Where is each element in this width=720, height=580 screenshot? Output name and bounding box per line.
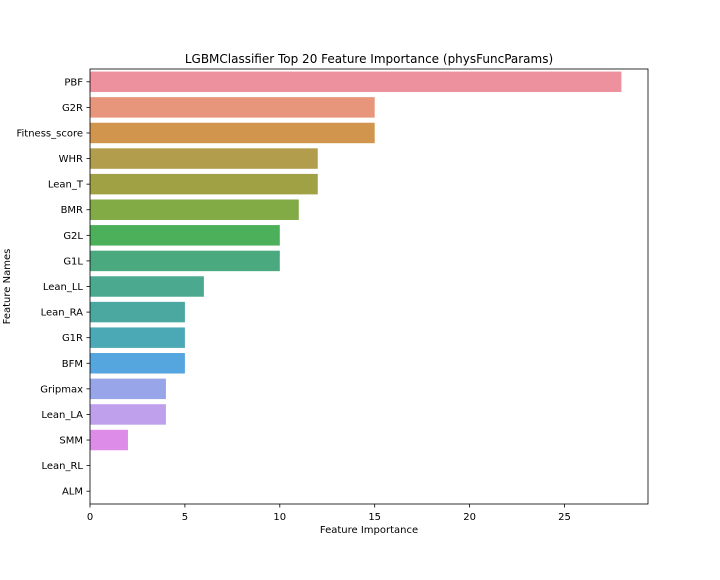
bar-WHR [90, 148, 318, 169]
y-tick-label: SMM [59, 436, 83, 447]
bar-BMR [90, 199, 299, 220]
x-tick-label: 25 [558, 512, 571, 523]
bar-Lean_LA [90, 404, 166, 425]
y-axis-label: Feature Names [2, 249, 13, 325]
y-tick-label: BMR [61, 205, 83, 216]
bar-SMM [90, 429, 128, 451]
axes-frame [89, 68, 649, 505]
y-tick-label: BFM [62, 359, 83, 370]
x-axis-label: Feature Importance [320, 525, 418, 536]
x-tick-label: 15 [368, 512, 381, 523]
y-tick-label: ALM [62, 487, 83, 498]
bar-Gripmax [90, 378, 166, 400]
bars-group [90, 71, 622, 451]
y-tick-label: G1R [62, 333, 83, 344]
y-tick-label: G1L [63, 256, 83, 267]
x-tick-label: 0 [87, 512, 93, 523]
x-tick-label: 10 [273, 512, 286, 523]
y-axis-ticks: PBF G2R Fitness_score WHR Lean_T BMR G2L G1L Lea… [16, 77, 90, 498]
y-tick-label: Lean_LL [43, 282, 84, 293]
bar-BFM [90, 353, 185, 374]
y-tick-label: WHR [59, 154, 83, 165]
bar-Lean_T [90, 173, 318, 195]
bar-G2L [90, 225, 280, 246]
bar-Lean_LL [90, 276, 204, 297]
x-tick-label: 20 [463, 512, 476, 523]
bar-Lean_RA [90, 301, 185, 323]
bar-G2R [90, 97, 375, 118]
y-tick-label: Fitness_score [16, 128, 83, 139]
y-tick-label: Lean_LA [41, 410, 83, 421]
chart-title: LGBMClassifier Top 20 Feature Importance… [185, 52, 553, 66]
bar-G1R [90, 327, 185, 348]
y-tick-label: Lean_RA [41, 308, 84, 319]
y-tick-label: Lean_RL [41, 461, 83, 472]
y-tick-label: Lean_T [48, 180, 84, 191]
bar-PBF [90, 71, 622, 93]
bar-Fitness_score [90, 122, 375, 144]
y-tick-label: Gripmax [40, 384, 83, 395]
x-tick-label: 5 [182, 512, 188, 523]
bar-G1L [90, 250, 280, 272]
y-tick-label: G2L [63, 231, 83, 242]
x-axis-ticks: 0 5 10 15 20 25 [87, 504, 571, 523]
y-tick-label: PBF [64, 77, 83, 88]
y-tick-label: G2R [62, 103, 83, 114]
